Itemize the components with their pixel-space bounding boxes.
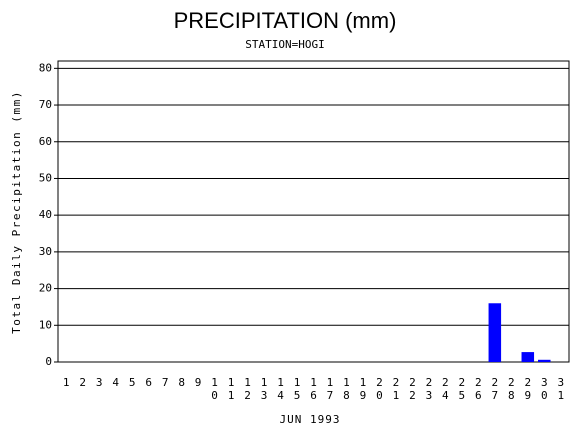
x-tick-label: 9 — [195, 376, 202, 389]
chart-subtitle: STATION=HOGI — [245, 38, 324, 51]
y-tick-label: 50 — [39, 171, 52, 184]
bar — [538, 359, 551, 362]
x-tick-label: 8 — [178, 376, 185, 389]
x-tick-label: 3 — [96, 376, 103, 389]
x-tick-label: 4 — [112, 376, 119, 389]
x-tick-label: 7 — [162, 376, 169, 389]
y-tick-label: 80 — [39, 61, 52, 74]
y-tick-label: 30 — [39, 245, 52, 258]
y-tick-label: 10 — [39, 318, 52, 331]
x-tick-label: 2 — [79, 376, 86, 389]
y-axis-label: Total Daily Precipitation (mm) — [10, 90, 23, 334]
y-tick-label: 60 — [39, 135, 52, 148]
chart-title: PRECIPITATION (mm) — [174, 8, 397, 33]
y-tick-label: 0 — [45, 355, 52, 368]
y-tick-label: 20 — [39, 282, 52, 295]
x-tick-label: 5 — [129, 376, 136, 389]
y-tick-label: 70 — [39, 98, 52, 111]
x-tick-label: 6 — [145, 376, 152, 389]
y-tick-label: 40 — [39, 208, 52, 221]
bar — [488, 303, 502, 362]
x-axis-label: JUN 1993 — [280, 413, 341, 426]
bar — [521, 352, 535, 362]
x-tick-label: 1 — [63, 376, 70, 389]
